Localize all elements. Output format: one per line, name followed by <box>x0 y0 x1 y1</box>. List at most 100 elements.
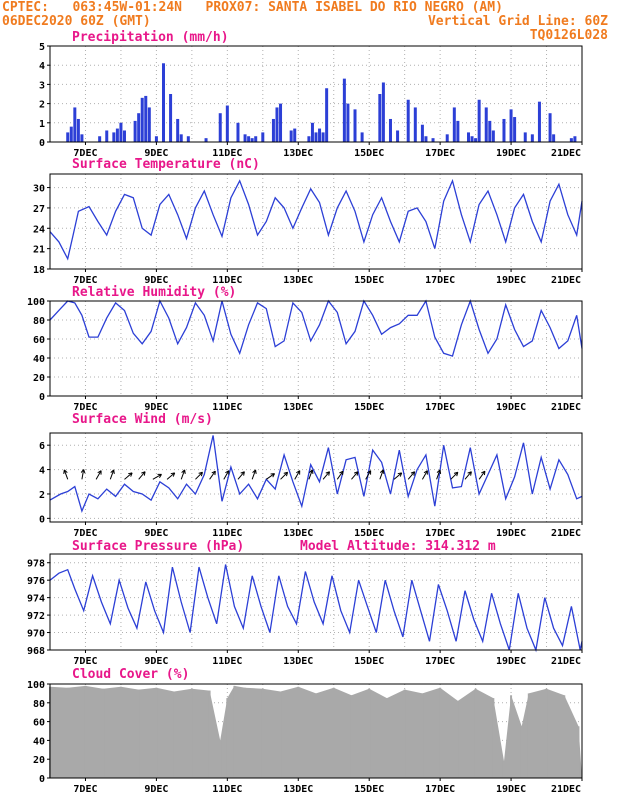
precip-bar <box>105 130 109 142</box>
cloud-bar <box>350 695 353 778</box>
wind-arrow <box>464 471 472 480</box>
precip-bar <box>445 134 449 142</box>
precip-bar <box>225 105 229 142</box>
precip-bar <box>137 113 141 142</box>
x-tick-label: 13DEC <box>283 528 313 539</box>
cloud-bar <box>520 726 523 778</box>
precip-bar <box>353 109 357 142</box>
wind-arrow <box>294 470 301 480</box>
x-tick-label: 9DEC <box>144 275 168 286</box>
wind-arrow-head <box>308 469 314 474</box>
wind-arrow-head <box>353 471 359 476</box>
y-tick-label: 6 <box>39 441 45 452</box>
precip-bar <box>154 136 158 142</box>
x-tick-label: 13DEC <box>283 656 313 667</box>
wind-arrow-head <box>453 471 459 477</box>
wind-arrow <box>308 469 313 480</box>
wind-arrow <box>478 470 486 480</box>
panel-2: 0 20 40 60 80 100 7DEC 9DEC 11DEC 13DEC 15DEC 17DEC… <box>27 285 583 413</box>
cloud-bar <box>456 700 459 778</box>
panel-frame <box>49 553 583 651</box>
precip-bar <box>413 107 417 142</box>
precip-bar <box>318 128 322 142</box>
panel-0: 0 1 2 3 4 5 7DEC 9DEC 11DEC 13DEC 15DEC 17DEC 19DEC 2… <box>39 30 583 159</box>
panel-3: 0 2 4 6 7DEC 9DEC 11DEC 13DEC 15DEC 17DEC 19DEC 21D… <box>39 412 583 539</box>
panel-1: 18 21 24 27 30 7DEC 9DEC 11DEC 13DEC 15DEC 17DEC 19… <box>33 157 583 286</box>
x-tick-label: 15DEC <box>354 402 384 413</box>
precip-bar <box>530 134 534 142</box>
y-tick-label: 60 <box>33 335 45 346</box>
y-tick-label: 2 <box>39 100 45 111</box>
wind-arrow <box>152 473 162 480</box>
panel-frame <box>49 300 583 397</box>
y-tick-label: 100 <box>27 297 45 308</box>
precip-bar <box>76 118 80 142</box>
y-tick-label: 80 <box>33 699 45 710</box>
x-tick-label: 17DEC <box>425 784 455 795</box>
cloud-bar <box>332 687 335 778</box>
cloud-bar <box>563 695 566 778</box>
y-tick-label: 20 <box>33 373 45 384</box>
y-tick-label: 100 <box>27 680 45 691</box>
wind-arrow-head <box>211 470 216 476</box>
precip-bar <box>73 107 77 142</box>
precip-bar <box>69 126 73 142</box>
y-tick-label: 0 <box>39 514 45 525</box>
y-tick-label: 974 <box>27 594 45 605</box>
wind-arrow-head <box>240 471 245 476</box>
precip-bar <box>314 132 318 142</box>
x-tick-label: 7DEC <box>73 402 97 413</box>
x-tick-label: 9DEC <box>144 784 168 795</box>
x-tick-label: 17DEC <box>425 402 455 413</box>
wind-arrow <box>336 470 344 480</box>
precip-bar <box>179 134 183 142</box>
precip-bar <box>247 136 251 142</box>
precip-bar <box>552 134 556 142</box>
panel-frame <box>49 173 583 270</box>
wind-arrow-head <box>128 472 133 477</box>
x-tick-label: 17DEC <box>425 528 455 539</box>
x-tick-label: 19DEC <box>496 656 526 667</box>
y-tick-label: 18 <box>33 265 45 276</box>
wind-arrow-head <box>252 469 257 474</box>
x-tick-label: 7DEC <box>73 656 97 667</box>
x-tick-label: 13DEC <box>283 784 313 795</box>
precip-bar <box>396 130 400 142</box>
wind-arrow-head <box>481 470 486 476</box>
y-tick-label: 3 <box>39 80 45 91</box>
y-tick-label: 968 <box>27 646 45 657</box>
precip-bar <box>346 103 350 142</box>
x-tick-label: 9DEC <box>144 402 168 413</box>
wind-arrow <box>138 471 146 480</box>
cloud-bar <box>510 695 513 778</box>
x-tick-label: 17DEC <box>425 275 455 286</box>
x-tick-label: 7DEC <box>73 528 97 539</box>
precip-bar <box>523 132 527 142</box>
wind-arrow-head <box>436 469 442 474</box>
precip-bar <box>176 118 180 142</box>
precip-bar <box>452 107 456 142</box>
wind-arrow <box>251 469 257 480</box>
series-line <box>49 298 583 357</box>
x-tick-label: 11DEC <box>212 275 242 286</box>
precip-bar <box>144 95 148 142</box>
panel-title: Precipitation (mm/h) <box>72 30 229 45</box>
precip-bar <box>424 136 428 142</box>
wind-arrow <box>365 470 372 480</box>
precip-bar <box>342 78 346 142</box>
precip-bar <box>271 118 275 142</box>
precip-bar <box>119 122 123 142</box>
precip-bar <box>133 120 137 142</box>
wind-arrow <box>166 472 176 480</box>
precip-bar <box>289 130 293 142</box>
precip-bar <box>477 99 481 142</box>
wind-arrow <box>124 472 133 480</box>
precip-bar <box>261 132 265 142</box>
precip-bar <box>573 136 577 142</box>
precip-bar <box>307 136 311 142</box>
precip-bar <box>243 134 247 142</box>
precip-bar <box>186 136 190 142</box>
precip-bar <box>513 117 517 142</box>
y-tick-label: 30 <box>33 184 45 195</box>
